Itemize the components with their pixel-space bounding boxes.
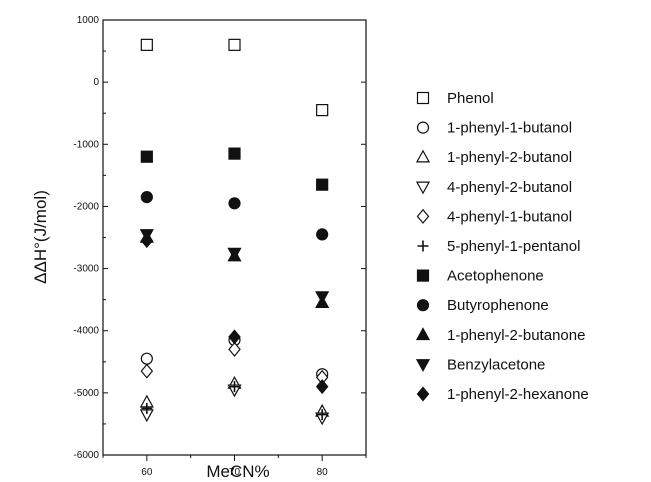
- legend-label: 1-phenyl-2-butanone: [447, 327, 585, 344]
- y-tick-label: -1000: [73, 139, 99, 150]
- data-point: [141, 402, 153, 414]
- legend-marker: [416, 121, 430, 134]
- legend-marker: [415, 149, 431, 163]
- y-tick-label: -4000: [73, 326, 99, 337]
- legend-item: 1-phenyl-2-butanone: [415, 327, 585, 344]
- data-point: [316, 104, 329, 117]
- legend-marker: [415, 181, 431, 195]
- data-point: [228, 341, 241, 357]
- legend-marker: [416, 91, 430, 105]
- legend-item: 1-phenyl-2-butanol: [415, 149, 572, 166]
- legend-label: Benzylacetone: [447, 356, 545, 373]
- legend-marker: [415, 359, 431, 372]
- legend-label: Phenol: [447, 90, 494, 107]
- data-points: [139, 38, 330, 426]
- legend-item: Benzylacetone: [415, 356, 545, 373]
- legend-marker: [416, 386, 430, 402]
- data-point: [316, 409, 328, 421]
- series-1-phenyl-2-hexanone: [140, 233, 329, 395]
- data-point: [227, 247, 242, 261]
- data-point: [140, 191, 153, 204]
- x-axis-title: MeCN%: [206, 462, 269, 481]
- legend-marker: [415, 327, 431, 341]
- y-tick-label: -6000: [73, 450, 99, 461]
- series-phenol: [140, 38, 329, 117]
- x-axis: 60 70 80: [102, 455, 367, 478]
- data-point: [140, 38, 153, 51]
- y-axis-title: ΔΔH°(J/mol): [31, 190, 50, 284]
- data-point: [228, 329, 241, 345]
- legend-item: 1-phenyl-1-butanol: [416, 120, 572, 137]
- data-point: [140, 352, 153, 365]
- legend-item: 5-phenyl-1-pentanol: [417, 238, 580, 255]
- legend-marker: [416, 299, 430, 312]
- series-acetophenone: [140, 147, 329, 191]
- legend-item: 4-phenyl-2-butanol: [415, 179, 572, 196]
- legend-label: 1-phenyl-2-butanol: [447, 149, 572, 166]
- legend: Phenol 1-phenyl-1-butanol 1-phenyl-2-butan…: [415, 90, 589, 403]
- legend-label: 1-phenyl-1-butanol: [447, 120, 572, 137]
- y-tick-label: -3000: [73, 264, 99, 275]
- data-point: [229, 381, 240, 393]
- data-point: [140, 150, 153, 163]
- series-butyrophenone: [140, 191, 329, 241]
- legend-label: Butyrophenone: [447, 297, 549, 314]
- data-point: [316, 228, 329, 241]
- data-point: [228, 38, 241, 51]
- data-point: [140, 233, 154, 249]
- series-5-phenyl-1-pentanol: [141, 381, 328, 421]
- data-point: [316, 178, 329, 191]
- y-tick-label: -5000: [73, 388, 99, 399]
- data-point: [140, 363, 154, 379]
- legend-item: Phenol: [416, 90, 494, 107]
- series-benzylacetone: [139, 229, 330, 305]
- legend-marker: [416, 208, 430, 224]
- y-tick-label: -2000: [73, 201, 99, 212]
- legend-label: 5-phenyl-1-pentanol: [447, 238, 580, 255]
- x-tick-label: 70: [229, 467, 241, 478]
- legend-item: Butyrophenone: [416, 297, 549, 314]
- data-point: [315, 291, 330, 305]
- x-tick-label: 60: [141, 467, 153, 478]
- legend-item: Acetophenone: [416, 268, 544, 285]
- legend-item: 1-phenyl-2-hexanone: [416, 386, 589, 403]
- x-tick-label: 80: [317, 467, 329, 478]
- y-tick-label: 1000: [77, 15, 100, 26]
- y-axis: 1000 0 -1000 -2000 -3000 -4000 -5000 -6000: [73, 15, 366, 461]
- data-point: [228, 147, 241, 160]
- legend-label: 4-phenyl-1-butanol: [447, 208, 572, 225]
- legend-label: Acetophenone: [447, 268, 544, 285]
- legend-marker: [416, 269, 430, 282]
- legend-marker: [417, 240, 429, 252]
- legend-label: 4-phenyl-2-butanol: [447, 179, 572, 196]
- series-1-phenyl-2-butanone: [139, 229, 330, 309]
- y-tick-label: 0: [93, 77, 99, 88]
- data-point: [228, 197, 241, 210]
- legend-item: 4-phenyl-1-butanol: [416, 208, 572, 225]
- data-point: [315, 379, 329, 395]
- legend-label: 1-phenyl-2-hexanone: [447, 386, 589, 403]
